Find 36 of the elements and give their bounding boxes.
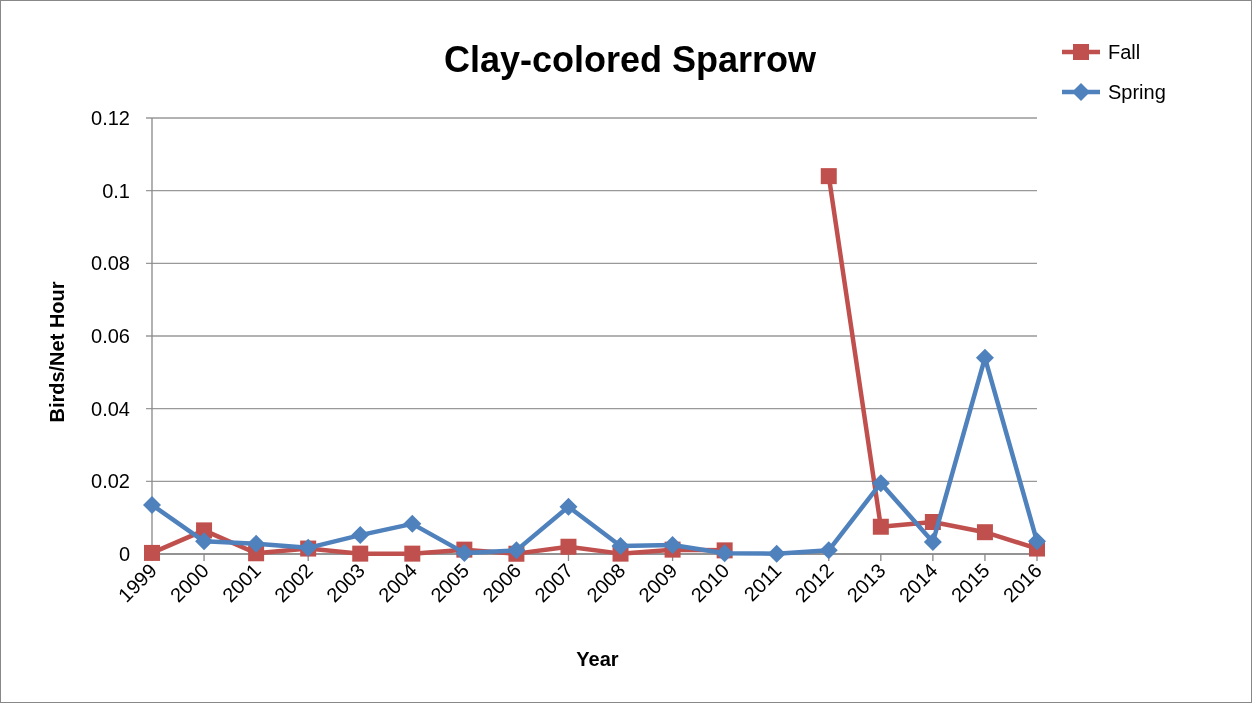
chart-title: Clay-colored Sparrow bbox=[443, 39, 818, 80]
point bbox=[923, 533, 942, 552]
point bbox=[559, 497, 578, 516]
y-axis-title: Birds/Net Hour bbox=[46, 281, 68, 423]
point bbox=[715, 544, 734, 563]
legend-label: Spring bbox=[1108, 81, 1166, 103]
point bbox=[872, 518, 889, 535]
point bbox=[507, 541, 526, 560]
point bbox=[976, 524, 993, 541]
x-axis-title: Year bbox=[576, 648, 619, 670]
point bbox=[560, 538, 577, 555]
y-tick-label: 0.04 bbox=[91, 397, 130, 420]
y-tick-label: 0.08 bbox=[91, 252, 130, 275]
y-tick-label: 0.06 bbox=[91, 325, 130, 347]
point bbox=[767, 544, 786, 563]
y-tick-label: 0 bbox=[118, 543, 130, 565]
y-tick-label: 0.1 bbox=[102, 179, 130, 202]
point bbox=[820, 168, 837, 185]
point bbox=[352, 545, 369, 562]
point bbox=[247, 534, 266, 553]
point bbox=[975, 348, 994, 367]
point bbox=[144, 544, 160, 561]
point bbox=[143, 495, 161, 514]
point bbox=[351, 526, 370, 545]
point bbox=[871, 474, 890, 493]
point bbox=[819, 541, 838, 560]
point bbox=[195, 532, 214, 551]
point bbox=[1028, 532, 1046, 551]
legend-label: Fall bbox=[1108, 41, 1141, 63]
point bbox=[611, 537, 630, 556]
point bbox=[404, 545, 421, 562]
y-tick-label: 0.02 bbox=[91, 470, 130, 493]
point bbox=[455, 543, 474, 562]
point bbox=[403, 514, 422, 533]
y-tick-label: 0.12 bbox=[91, 107, 130, 129]
point bbox=[663, 535, 682, 554]
